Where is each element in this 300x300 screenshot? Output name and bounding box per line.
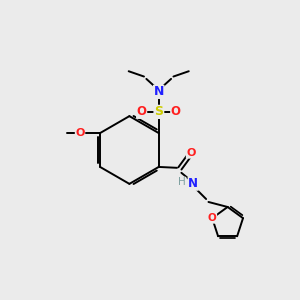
Text: O: O — [186, 148, 196, 158]
Text: O: O — [136, 105, 147, 119]
Text: O: O — [171, 105, 181, 119]
Text: O: O — [75, 128, 85, 138]
Text: O: O — [208, 213, 217, 223]
Text: N: N — [154, 85, 164, 98]
Text: H: H — [178, 177, 186, 187]
Text: N: N — [188, 177, 198, 190]
Text: S: S — [154, 105, 163, 119]
